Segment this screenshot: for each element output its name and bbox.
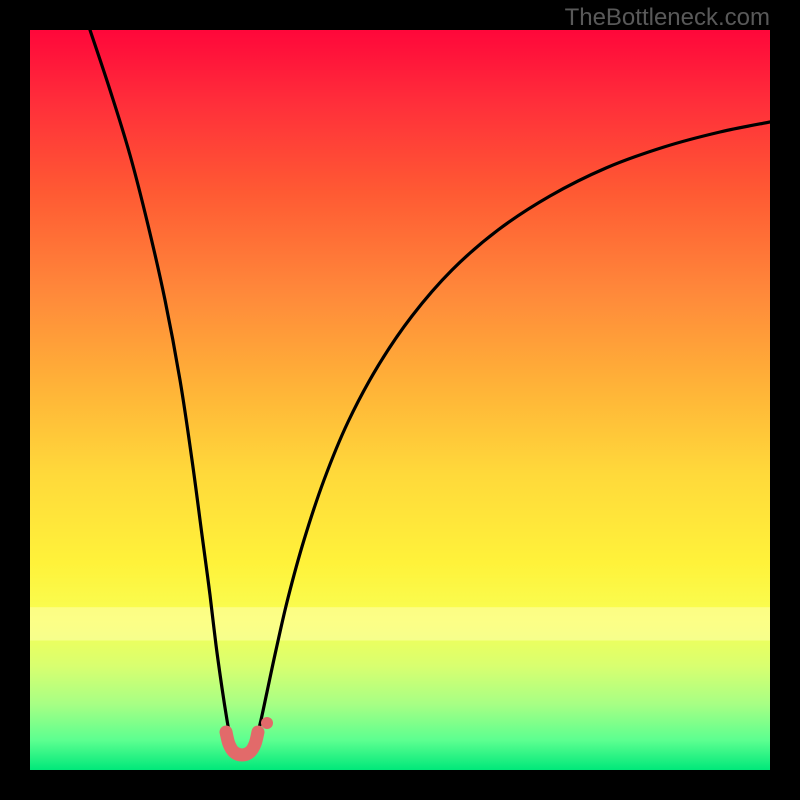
curves-layer (30, 30, 770, 770)
frame-bottom (0, 770, 800, 800)
left-curve (90, 30, 233, 746)
valley-floor-segment (226, 732, 258, 755)
frame-right (770, 0, 800, 800)
plot-area (30, 30, 770, 770)
watermark-text: TheBottleneck.com (565, 4, 770, 32)
right-curve (254, 122, 770, 746)
valley-floor-dot (261, 717, 273, 729)
frame-left (0, 0, 30, 800)
chart-stage: TheBottleneck.com (0, 0, 800, 800)
